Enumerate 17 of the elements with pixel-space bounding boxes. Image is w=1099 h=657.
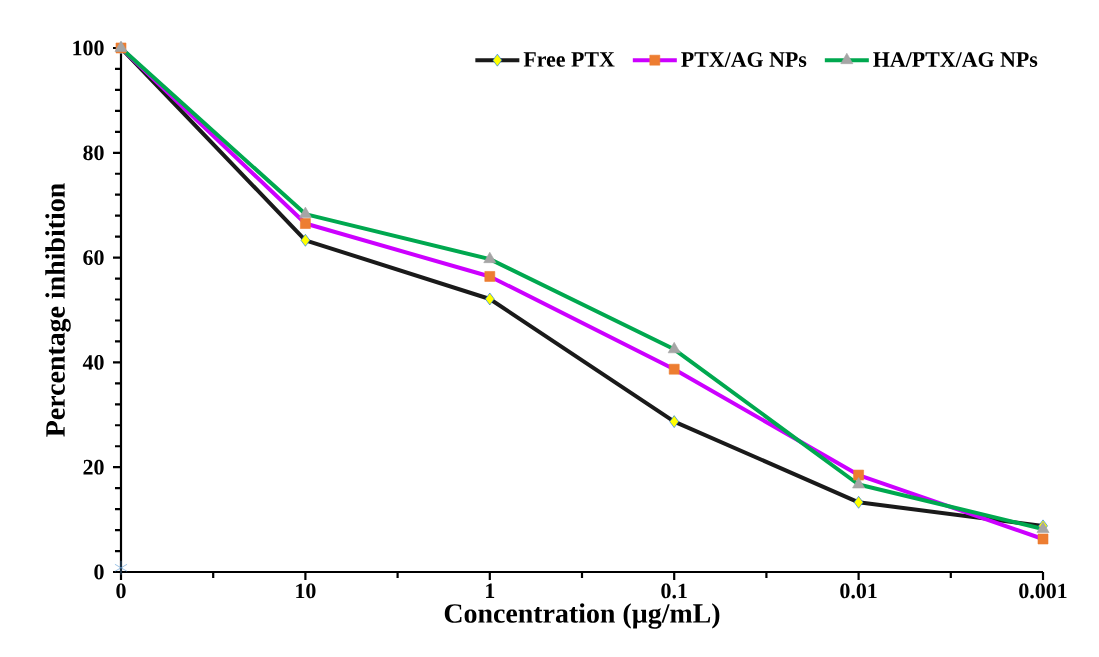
y-tick-label: 20 [83,459,104,475]
y-axis-title: Percentage inhibition [45,183,71,437]
y-tick-label: 40 [82,355,104,370]
legend-label: HA/PTX/AG NPs [873,52,1038,67]
y-tick-label: 0 [94,564,104,580]
x-tick-label: 0.1 [661,583,687,599]
y-tick-label: 80 [83,145,104,161]
x-tick-label: 0 [116,583,126,599]
x-axis-title: Concentration (µg/mL) [444,603,720,629]
y-tick-label: 60 [83,250,104,265]
x-tick-label: 0.01 [840,583,877,599]
y-tick-label: 100 [73,40,104,56]
x-tick-label: 0.001 [1019,583,1067,599]
x-tick-label: 10 [296,583,316,599]
legend-label: Free PTX [523,52,615,67]
x-tick-label: 1 [486,583,495,598]
legend-label: PTX/AG NPs [681,52,807,67]
